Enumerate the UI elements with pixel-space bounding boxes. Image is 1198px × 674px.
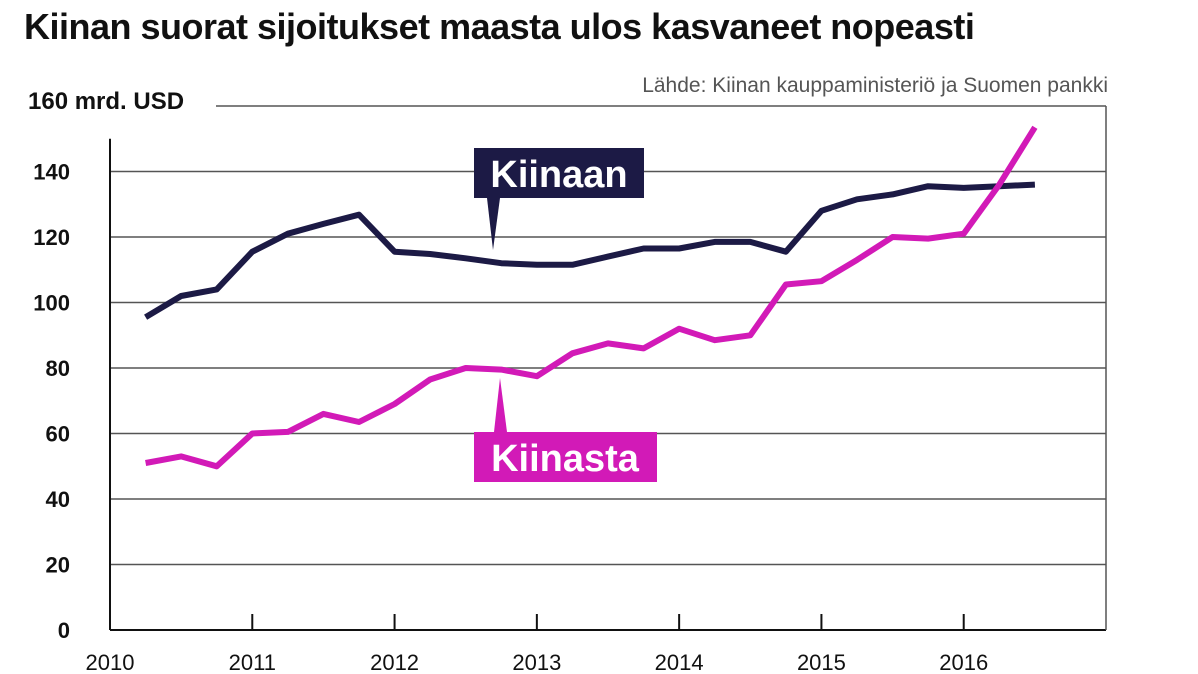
x-axis-ticks: 2010 2011 2012 2013 2014 2015 2016 [86,614,988,674]
x-tick-label: 2011 [229,650,276,674]
x-tick-label: 2012 [370,650,419,674]
y-tick-label: 140 [33,160,70,185]
chart-title: Kiinan suorat sijoitukset maasta ulos ka… [24,6,975,47]
x-tick-label: 2010 [86,650,135,674]
y-tick-label: 60 [46,422,70,447]
series-line-kiinaan [144,181,1036,320]
series-line-kiinasta [145,125,1038,470]
x-tick-label: 2014 [655,650,704,674]
series-label-kiinasta-text: Kiinasta [491,438,640,480]
x-tick-label: 2013 [512,650,561,674]
series-label-kiinaan: Kiinaan [474,148,644,250]
y-tick-label: 120 [33,225,70,250]
y-tick-label: 100 [33,291,70,316]
y-tick-label: 40 [46,487,70,512]
series-label-kiinasta-pointer [494,378,507,432]
y-tick-label: 20 [46,553,70,578]
y-axis-ticks: 0 20 40 60 80 100 120 140 [33,160,70,644]
series-label-kiinasta-box [474,432,657,482]
series-label-kiinaan-text: Kiinaan [490,154,627,196]
chart-source: Lähde: Kiinan kauppaministeriö ja Suomen… [642,74,1108,97]
series-label-kiinaan-pointer [487,198,500,250]
series-lines [144,125,1038,470]
series-label-kiinaan-box [474,148,644,198]
y-axis-unit-label: 160 mrd. USD [28,88,185,115]
series-label-kiinasta: Kiinasta [474,378,657,482]
y-tick-label: 80 [46,356,70,381]
x-tick-label: 2015 [797,650,846,674]
y-tick-label: 0 [58,618,70,643]
x-tick-label: 2016 [939,650,988,674]
